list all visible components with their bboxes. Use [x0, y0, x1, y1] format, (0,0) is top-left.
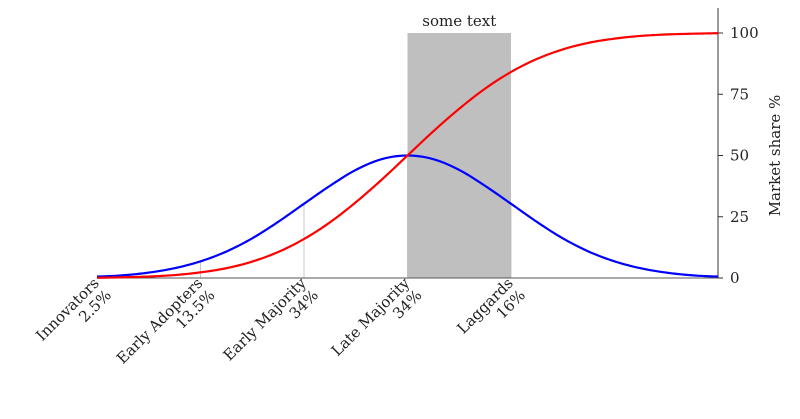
- highlight-label: some text: [422, 12, 496, 30]
- highlight-band: [407, 33, 511, 278]
- y-tick-label: 50: [730, 147, 749, 165]
- y-tick-label: 25: [730, 208, 749, 226]
- y-tick-label: 100: [730, 24, 759, 42]
- y-tick-label: 0: [730, 269, 740, 287]
- highlight-layer: some text: [407, 12, 511, 278]
- division-lines: [200, 155, 512, 278]
- market-share-line: [96, 32, 719, 279]
- y-axis-label: Market share %: [766, 95, 784, 217]
- y-tick-label: 75: [730, 85, 749, 103]
- series-lines: [96, 32, 719, 279]
- axes: 0 25 50 75 100 Market share %: [97, 8, 784, 287]
